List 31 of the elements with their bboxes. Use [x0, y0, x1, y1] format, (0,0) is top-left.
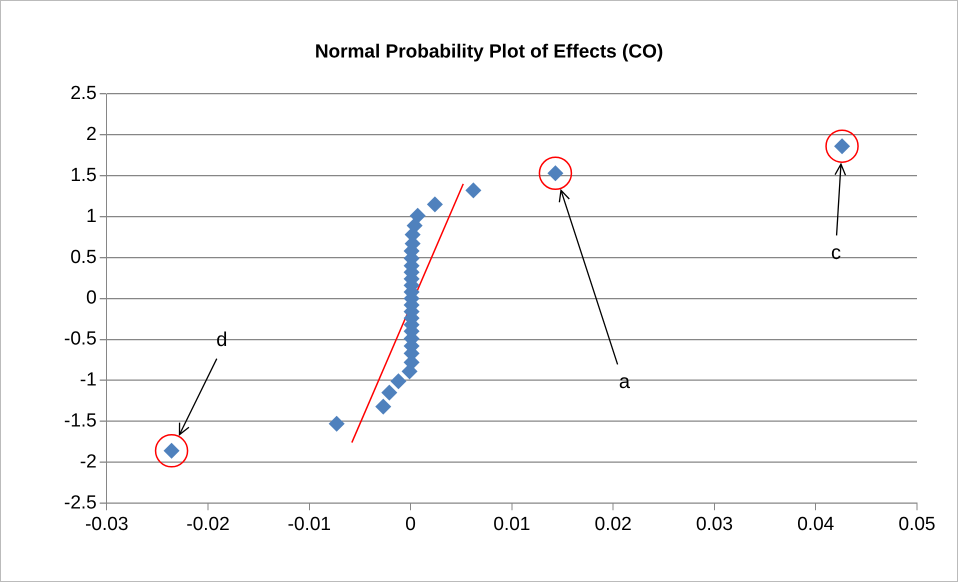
y-tick-label: 2: [86, 124, 97, 145]
annotation: c: [830, 242, 841, 264]
chart-title: Normal Probability Plot of Effects (CO): [314, 42, 664, 63]
y-tick-label: 0: [86, 288, 97, 309]
x-tick-label: 0.02: [594, 514, 632, 535]
x-tick-label: 0.05: [898, 514, 936, 535]
point: [381, 384, 398, 401]
annotation: a: [618, 370, 631, 393]
y-tick-label: -2: [80, 451, 97, 472]
y-tick-label: 1.5: [70, 164, 97, 186]
point: [465, 182, 482, 198]
y-tick-label: -1.5: [64, 410, 97, 432]
annotation: d: [216, 329, 228, 352]
x-tick-label: 0: [405, 514, 416, 535]
x-tick-label: -0.02: [186, 514, 230, 535]
x-tick-label: 0.01: [493, 514, 530, 535]
y-tick-label: 1: [86, 206, 97, 227]
y-tick-label: 0.5: [70, 246, 97, 268]
x-tick-label: -0.03: [85, 514, 128, 535]
x-tick-label: 0.04: [797, 514, 835, 535]
point: [426, 196, 443, 212]
y-tick-label: 2.5: [70, 83, 97, 104]
x-tick-label: 0.03: [696, 514, 733, 535]
y-tick-label: -1: [80, 370, 97, 391]
point: [328, 416, 345, 432]
point: [390, 373, 406, 390]
point: [375, 398, 392, 415]
point: [410, 208, 426, 224]
y-tick-label: -2.5: [64, 492, 97, 514]
x-tick-label: -0.01: [288, 514, 331, 535]
y-tick-label: -0.5: [64, 328, 97, 350]
